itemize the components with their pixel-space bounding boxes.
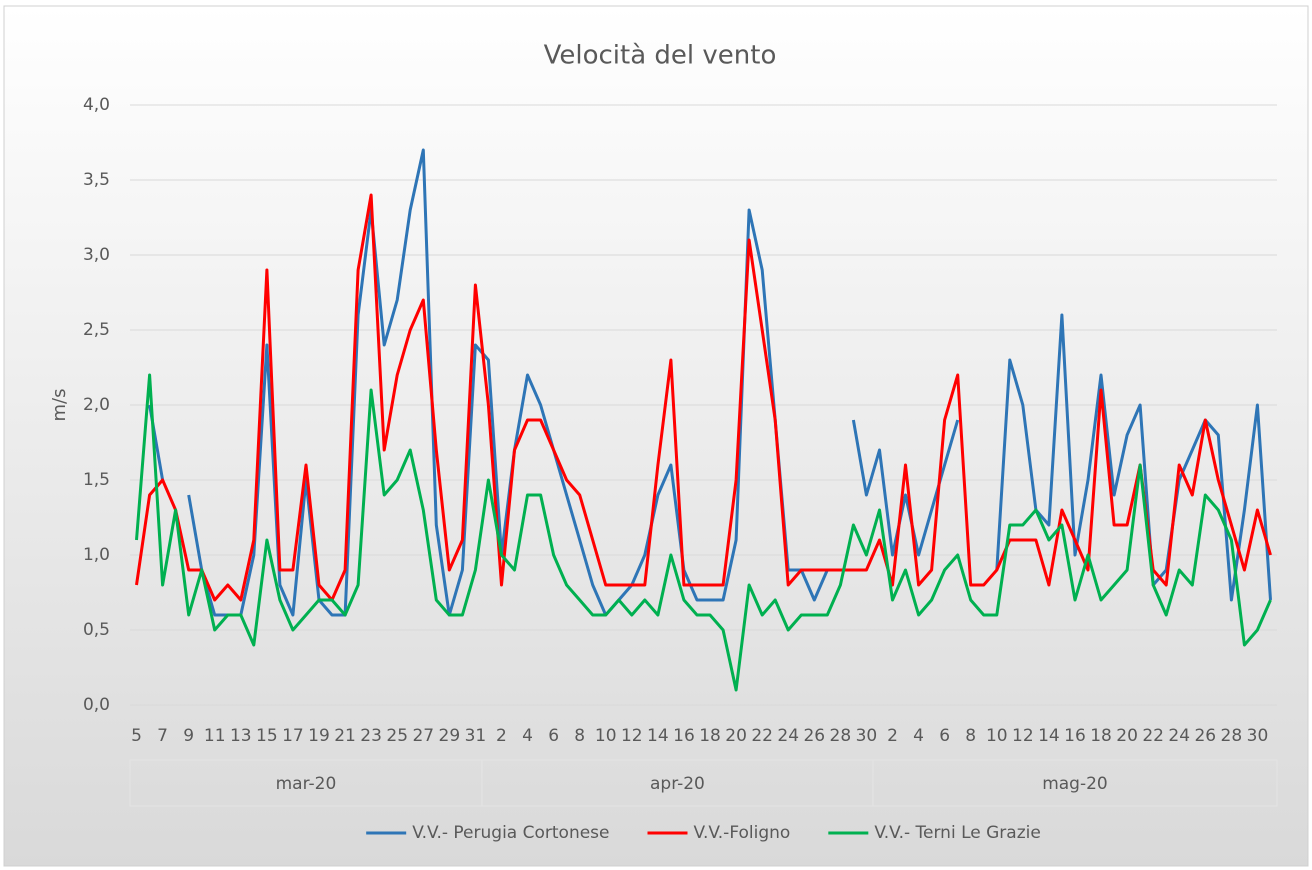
x-tick-label: 29 xyxy=(439,726,461,746)
x-tick-label: 18 xyxy=(1090,726,1112,746)
y-tick-label: 1,5 xyxy=(83,470,110,490)
group-label: apr-20 xyxy=(650,774,705,794)
y-tick-label: 3,5 xyxy=(83,170,110,190)
x-tick-label: 26 xyxy=(1194,726,1216,746)
series-line xyxy=(135,193,1272,602)
x-tick-label: 16 xyxy=(1064,726,1086,746)
x-tick-label: 14 xyxy=(647,726,669,746)
group-band xyxy=(872,759,1278,807)
x-tick-label: 24 xyxy=(777,726,799,746)
x-tick-label: 30 xyxy=(856,726,878,746)
chart-title: Velocità del vento xyxy=(544,41,777,71)
y-tick-label: 0,5 xyxy=(83,620,110,640)
x-tick-label: 2 xyxy=(887,726,898,746)
y-tick-label: 1,0 xyxy=(83,545,110,565)
x-tick-label: 9 xyxy=(183,726,194,746)
x-tick-label: 8 xyxy=(965,726,976,746)
x-tick-label: 8 xyxy=(574,726,585,746)
x-tick-label: 21 xyxy=(334,726,356,746)
x-tick-label: 12 xyxy=(1012,726,1034,746)
legend-label: V.V.- Perugia Cortonese xyxy=(412,823,609,843)
chart-background xyxy=(3,5,1309,867)
y-tick-label: 0,0 xyxy=(83,695,110,715)
x-tick-label: 2 xyxy=(496,726,507,746)
x-tick-label: 28 xyxy=(1221,726,1243,746)
x-tick-label: 25 xyxy=(386,726,408,746)
x-tick-label: 20 xyxy=(1116,726,1138,746)
x-tick-label: 10 xyxy=(595,726,617,746)
x-tick-label: 27 xyxy=(412,726,434,746)
x-tick-label: 6 xyxy=(548,726,559,746)
x-tick-label: 7 xyxy=(157,726,168,746)
group-label: mag-20 xyxy=(1042,774,1108,794)
x-tick-label: 5 xyxy=(131,726,142,746)
x-tick-label: 19 xyxy=(308,726,330,746)
x-tick-label: 6 xyxy=(939,726,950,746)
x-tick-label: 26 xyxy=(803,726,825,746)
x-tick-label: 20 xyxy=(725,726,747,746)
x-tick-label: 31 xyxy=(465,726,487,746)
group-label: mar-20 xyxy=(276,774,337,794)
x-tick-label: 14 xyxy=(1038,726,1060,746)
x-tick-label: 15 xyxy=(256,726,278,746)
x-tick-label: 4 xyxy=(913,726,924,746)
series-line xyxy=(995,313,1272,602)
x-tick-label: 11 xyxy=(204,726,226,746)
x-tick-label: 4 xyxy=(522,726,533,746)
x-tick-label: 13 xyxy=(230,726,252,746)
legend-label: V.V.- Terni Le Grazie xyxy=(874,823,1041,843)
y-tick-label: 3,0 xyxy=(83,245,110,265)
x-tick-label: 22 xyxy=(1142,726,1164,746)
y-tick-label: 2,5 xyxy=(83,320,110,340)
x-tick-label: 12 xyxy=(621,726,643,746)
y-tick-label: 2,0 xyxy=(83,395,110,415)
x-tick-label: 10 xyxy=(986,726,1008,746)
y-axis-label: m/s xyxy=(49,389,70,422)
x-tick-label: 17 xyxy=(282,726,304,746)
series-line xyxy=(135,373,1272,692)
x-tick-label: 28 xyxy=(830,726,852,746)
x-tick-label: 23 xyxy=(360,726,382,746)
y-tick-label: 4,0 xyxy=(83,95,110,115)
x-tick-label: 18 xyxy=(699,726,721,746)
legend-label: V.V.-Foligno xyxy=(694,823,791,843)
x-tick-label: 24 xyxy=(1168,726,1190,746)
x-tick-label: 30 xyxy=(1247,726,1269,746)
x-tick-label: 22 xyxy=(751,726,773,746)
x-tick-label: 16 xyxy=(673,726,695,746)
